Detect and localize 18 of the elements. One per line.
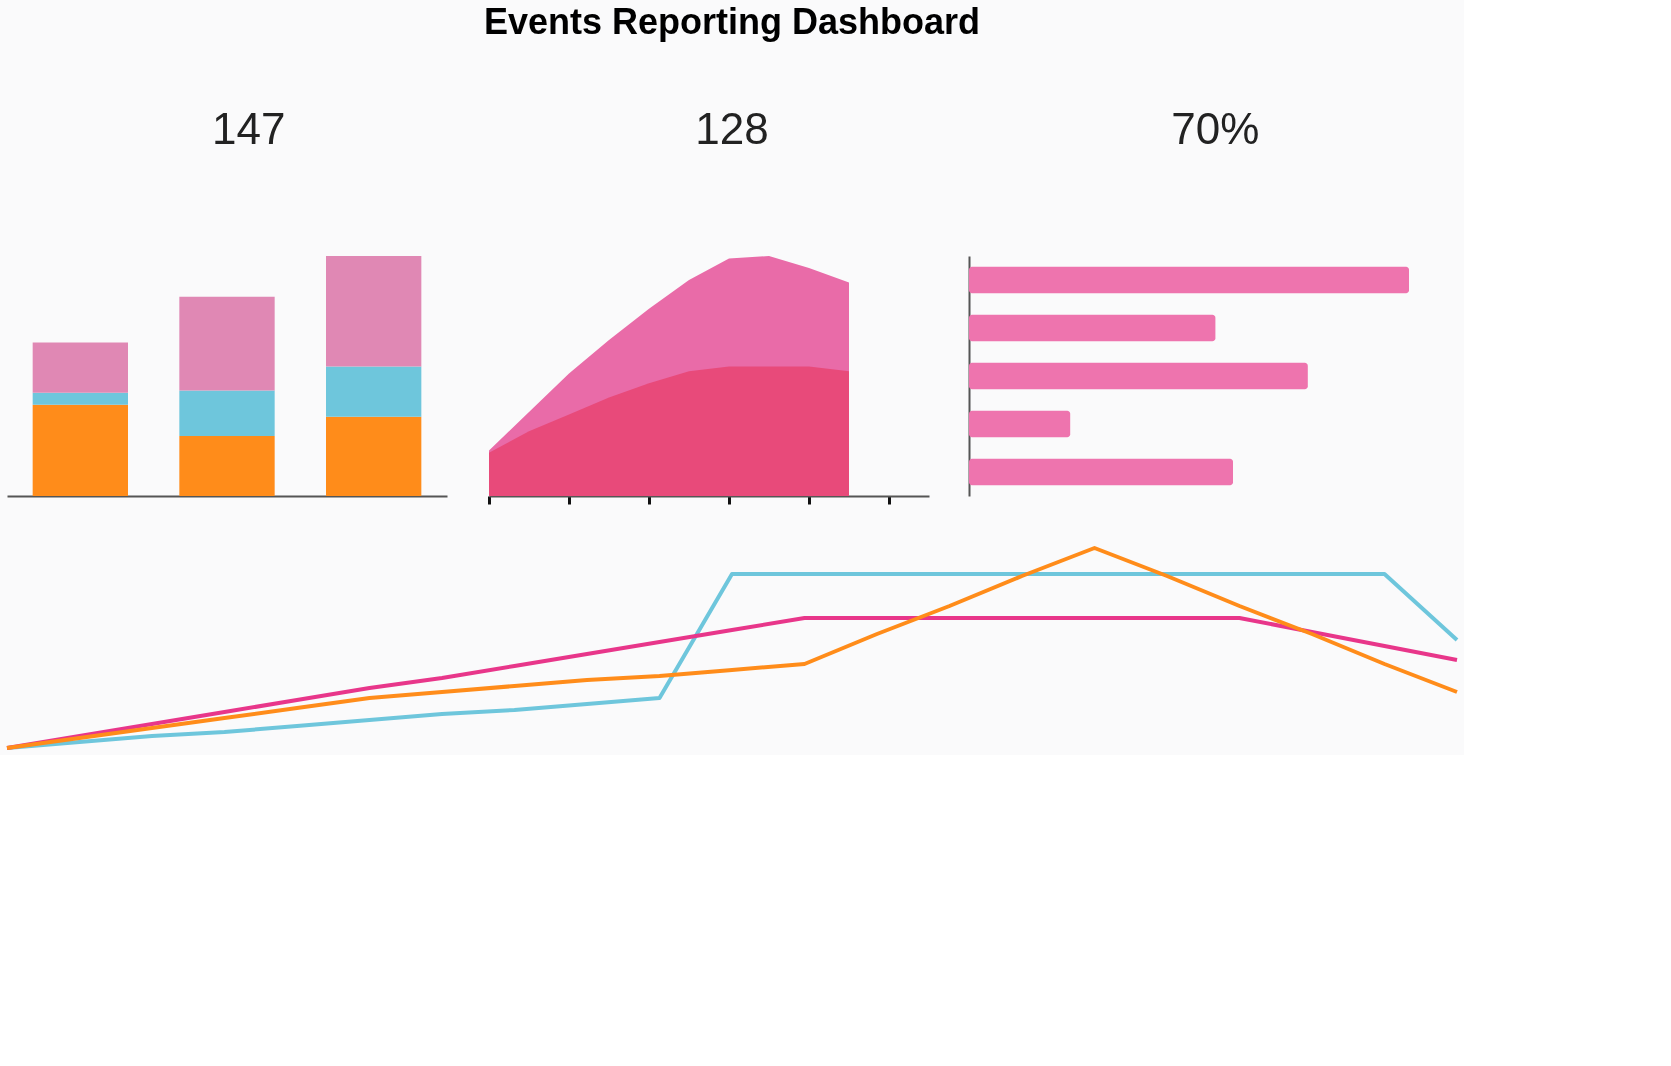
bar xyxy=(969,314,1216,342)
bar xyxy=(969,362,1308,390)
bar xyxy=(179,296,275,391)
bar xyxy=(326,366,422,417)
text: Events Reporting Dashboard xyxy=(483,1,981,42)
bar xyxy=(32,392,128,405)
bar xyxy=(969,458,1233,486)
bar xyxy=(179,390,275,436)
bar xyxy=(969,410,1071,438)
bar xyxy=(179,436,275,496)
bar xyxy=(32,404,128,496)
text: 128 xyxy=(695,104,769,153)
text: 70% xyxy=(1171,104,1260,153)
bar xyxy=(969,266,1409,294)
bar xyxy=(32,342,128,393)
text: 147 xyxy=(211,104,286,153)
bar xyxy=(326,256,422,367)
bar xyxy=(326,416,422,496)
